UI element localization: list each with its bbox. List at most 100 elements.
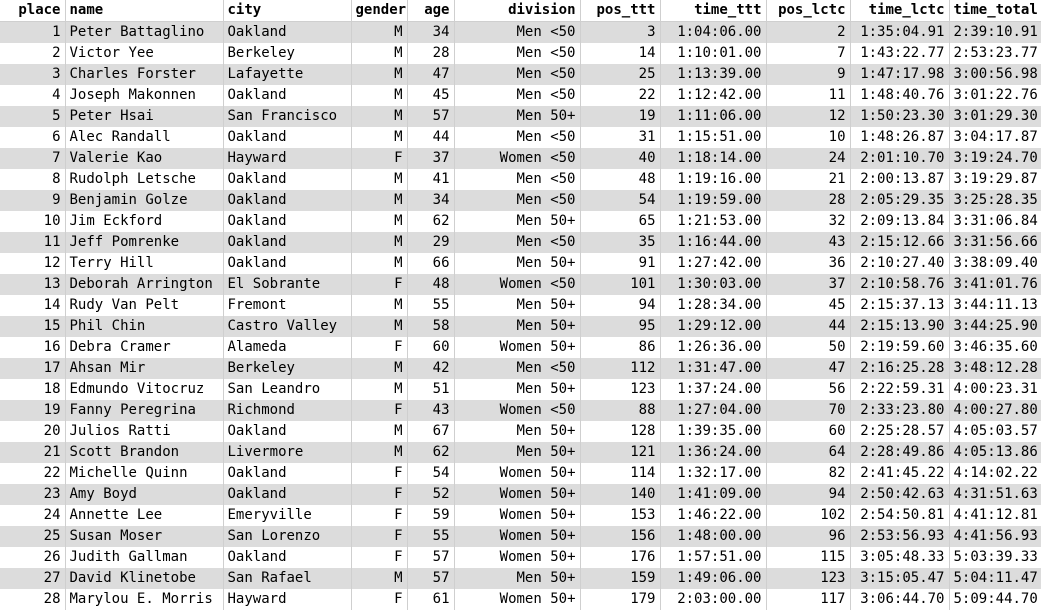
cell-age[interactable]: 57 bbox=[407, 547, 455, 568]
cell-age[interactable]: 29 bbox=[407, 232, 455, 253]
cell-division[interactable]: Men <50 bbox=[454, 358, 581, 379]
cell-pos-lctc[interactable]: 45 bbox=[766, 295, 851, 316]
cell-pos-lctc[interactable]: 11 bbox=[766, 85, 851, 106]
table-row[interactable]: 23 Amy Boyd Oakland F 52 Women 50+ 140 1:41:09.… bbox=[0, 484, 1041, 505]
cell-division[interactable]: Women 50+ bbox=[454, 547, 581, 568]
cell-city[interactable]: Oakland bbox=[223, 211, 352, 232]
cell-time-lctc[interactable]: 1:43:22.77 bbox=[850, 43, 950, 64]
cell-time-ttt[interactable]: 1:21:53.00 bbox=[660, 211, 767, 232]
cell-time-lctc[interactable]: 1:48:40.76 bbox=[850, 85, 950, 106]
cell-name[interactable]: Deborah Arrington bbox=[65, 274, 224, 295]
cell-name[interactable]: Marylou E. Morris bbox=[65, 589, 224, 610]
cell-name[interactable]: Julios Ratti bbox=[65, 421, 224, 442]
cell-pos-lctc[interactable]: 24 bbox=[766, 148, 851, 169]
table-row[interactable]: 26 Judith Gallman Oakland F 57 Women 50+ 176 1:… bbox=[0, 547, 1041, 568]
cell-pos-ttt[interactable]: 159 bbox=[580, 568, 661, 589]
cell-city[interactable]: Castro Valley bbox=[223, 316, 352, 337]
cell-place[interactable]: 27 bbox=[0, 568, 66, 589]
table-row[interactable]: 4 Joseph Makonnen Oakland M 45 Men <50 22 1:12:… bbox=[0, 85, 1041, 106]
cell-time-total[interactable]: 3:48:12.28 bbox=[949, 358, 1041, 379]
cell-pos-ttt[interactable]: 88 bbox=[580, 400, 661, 421]
cell-place[interactable]: 10 bbox=[0, 211, 66, 232]
cell-place[interactable]: 14 bbox=[0, 295, 66, 316]
cell-time-lctc[interactable]: 2:28:49.86 bbox=[850, 442, 950, 463]
cell-name[interactable]: Terry Hill bbox=[65, 253, 224, 274]
cell-name[interactable]: Amy Boyd bbox=[65, 484, 224, 505]
cell-age[interactable]: 45 bbox=[407, 85, 455, 106]
cell-time-lctc[interactable]: 1:47:17.98 bbox=[850, 64, 950, 85]
cell-place[interactable]: 16 bbox=[0, 337, 66, 358]
cell-place[interactable]: 8 bbox=[0, 169, 66, 190]
column-header-time-total[interactable]: time_total bbox=[949, 0, 1041, 22]
cell-time-ttt[interactable]: 1:48:00.00 bbox=[660, 526, 767, 547]
cell-pos-ttt[interactable]: 112 bbox=[580, 358, 661, 379]
cell-place[interactable]: 12 bbox=[0, 253, 66, 274]
cell-time-lctc[interactable]: 1:35:04.91 bbox=[850, 21, 950, 43]
cell-division[interactable]: Men 50+ bbox=[454, 316, 581, 337]
cell-time-ttt[interactable]: 1:19:16.00 bbox=[660, 169, 767, 190]
cell-pos-ttt[interactable]: 48 bbox=[580, 169, 661, 190]
cell-age[interactable]: 43 bbox=[407, 400, 455, 421]
cell-place[interactable]: 21 bbox=[0, 442, 66, 463]
cell-time-total[interactable]: 3:25:28.35 bbox=[949, 190, 1041, 211]
cell-city[interactable]: Oakland bbox=[223, 463, 352, 484]
cell-place[interactable]: 15 bbox=[0, 316, 66, 337]
cell-name[interactable]: Rudy Van Pelt bbox=[65, 295, 224, 316]
cell-division[interactable]: Men 50+ bbox=[454, 106, 581, 127]
cell-city[interactable]: Livermore bbox=[223, 442, 352, 463]
cell-division[interactable]: Women 50+ bbox=[454, 589, 581, 610]
cell-time-total[interactable]: 4:00:27.80 bbox=[949, 400, 1041, 421]
cell-city[interactable]: Lafayette bbox=[223, 64, 352, 85]
cell-time-ttt[interactable]: 1:29:12.00 bbox=[660, 316, 767, 337]
cell-city[interactable]: Oakland bbox=[223, 547, 352, 568]
cell-name[interactable]: Phil Chin bbox=[65, 316, 224, 337]
cell-gender[interactable]: M bbox=[351, 211, 408, 232]
cell-time-lctc[interactable]: 2:16:25.28 bbox=[850, 358, 950, 379]
table-row[interactable]: 11 Jeff Pomrenke Oakland M 29 Men <50 35 1:16:4… bbox=[0, 232, 1041, 253]
cell-gender[interactable]: F bbox=[351, 148, 408, 169]
cell-name[interactable]: Susan Moser bbox=[65, 526, 224, 547]
cell-division[interactable]: Men 50+ bbox=[454, 379, 581, 400]
cell-pos-ttt[interactable]: 3 bbox=[580, 21, 661, 43]
cell-division[interactable]: Women 50+ bbox=[454, 484, 581, 505]
cell-pos-lctc[interactable]: 12 bbox=[766, 106, 851, 127]
cell-time-total[interactable]: 3:31:56.66 bbox=[949, 232, 1041, 253]
cell-place[interactable]: 4 bbox=[0, 85, 66, 106]
cell-pos-lctc[interactable]: 10 bbox=[766, 127, 851, 148]
table-row[interactable]: 14 Rudy Van Pelt Fremont M 55 Men 50+ 94 1:28:3… bbox=[0, 295, 1041, 316]
cell-city[interactable]: San Leandro bbox=[223, 379, 352, 400]
cell-gender[interactable]: M bbox=[351, 232, 408, 253]
table-row[interactable]: 8 Rudolph Letsche Oakland M 41 Men <50 48 1:19:… bbox=[0, 169, 1041, 190]
cell-age[interactable]: 58 bbox=[407, 316, 455, 337]
cell-city[interactable]: Hayward bbox=[223, 148, 352, 169]
cell-time-ttt[interactable]: 1:37:24.00 bbox=[660, 379, 767, 400]
cell-name[interactable]: Peter Hsai bbox=[65, 106, 224, 127]
cell-pos-ttt[interactable]: 86 bbox=[580, 337, 661, 358]
cell-division[interactable]: Men <50 bbox=[454, 232, 581, 253]
table-row[interactable]: 10 Jim Eckford Oakland M 62 Men 50+ 65 1:21:53.… bbox=[0, 211, 1041, 232]
cell-place[interactable]: 13 bbox=[0, 274, 66, 295]
cell-name[interactable]: Rudolph Letsche bbox=[65, 169, 224, 190]
cell-age[interactable]: 55 bbox=[407, 526, 455, 547]
cell-place[interactable]: 17 bbox=[0, 358, 66, 379]
cell-pos-lctc[interactable]: 94 bbox=[766, 484, 851, 505]
cell-age[interactable]: 28 bbox=[407, 43, 455, 64]
cell-time-ttt[interactable]: 1:26:36.00 bbox=[660, 337, 767, 358]
table-row[interactable]: 22 Michelle Quinn Oakland F 54 Women 50+ 114 1:… bbox=[0, 463, 1041, 484]
table-row[interactable]: 17 Ahsan Mir Berkeley M 42 Men <50 112 1:31:47.… bbox=[0, 358, 1041, 379]
cell-age[interactable]: 44 bbox=[407, 127, 455, 148]
cell-time-total[interactable]: 4:00:23.31 bbox=[949, 379, 1041, 400]
cell-time-ttt[interactable]: 1:30:03.00 bbox=[660, 274, 767, 295]
cell-time-total[interactable]: 3:31:06.84 bbox=[949, 211, 1041, 232]
cell-place[interactable]: 6 bbox=[0, 127, 66, 148]
cell-time-total[interactable]: 4:14:02.22 bbox=[949, 463, 1041, 484]
cell-pos-ttt[interactable]: 91 bbox=[580, 253, 661, 274]
cell-name[interactable]: David Klinetobe bbox=[65, 568, 224, 589]
cell-city[interactable]: El Sobrante bbox=[223, 274, 352, 295]
column-header-pos-ttt[interactable]: pos_ttt bbox=[580, 0, 661, 22]
cell-age[interactable]: 59 bbox=[407, 505, 455, 526]
cell-time-total[interactable]: 3:04:17.87 bbox=[949, 127, 1041, 148]
cell-gender[interactable]: M bbox=[351, 64, 408, 85]
cell-age[interactable]: 62 bbox=[407, 442, 455, 463]
cell-time-total[interactable]: 4:31:51.63 bbox=[949, 484, 1041, 505]
